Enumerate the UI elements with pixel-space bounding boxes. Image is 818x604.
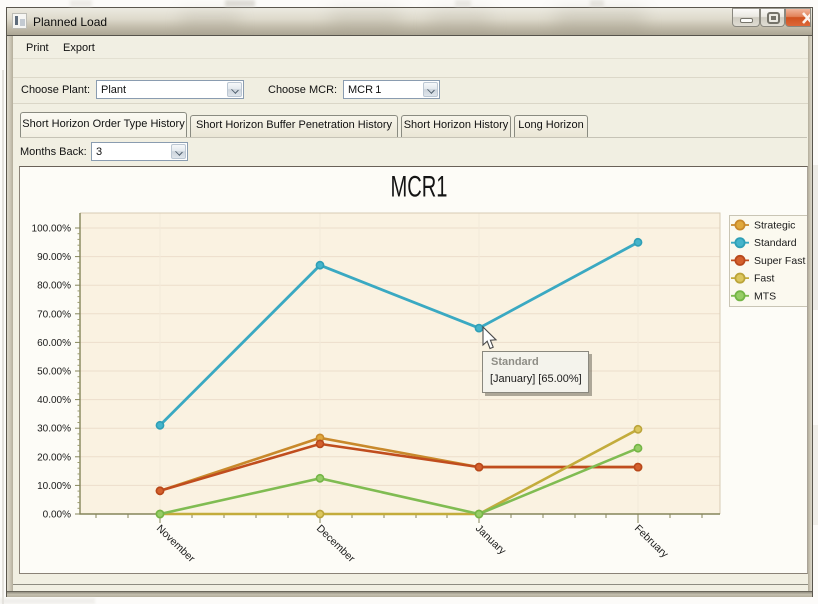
svg-text:50.00%: 50.00% xyxy=(37,367,71,378)
svg-text:Strategic: Strategic xyxy=(754,220,795,232)
svg-text:20.00%: 20.00% xyxy=(37,452,71,463)
svg-text:40.00%: 40.00% xyxy=(37,395,71,406)
svg-text:November: November xyxy=(154,523,198,566)
svg-text:0.00%: 0.00% xyxy=(43,510,71,521)
svg-text:90.00%: 90.00% xyxy=(37,252,71,263)
svg-text:60.00%: 60.00% xyxy=(37,338,71,349)
svg-text:MTS: MTS xyxy=(754,290,776,302)
svg-text:January: January xyxy=(473,523,509,558)
svg-text:February: February xyxy=(632,523,671,561)
svg-text:Standard: Standard xyxy=(754,237,797,249)
svg-text:10.00%: 10.00% xyxy=(37,481,71,492)
svg-text:70.00%: 70.00% xyxy=(37,309,71,320)
svg-text:Super Fast: Super Fast xyxy=(754,255,805,267)
svg-text:MCR1: MCR1 xyxy=(391,171,448,204)
svg-text:80.00%: 80.00% xyxy=(37,281,71,292)
svg-text:December: December xyxy=(314,523,358,566)
svg-text:100.00%: 100.00% xyxy=(32,224,72,235)
svg-text:30.00%: 30.00% xyxy=(37,424,71,435)
svg-text:Fast: Fast xyxy=(754,273,775,285)
